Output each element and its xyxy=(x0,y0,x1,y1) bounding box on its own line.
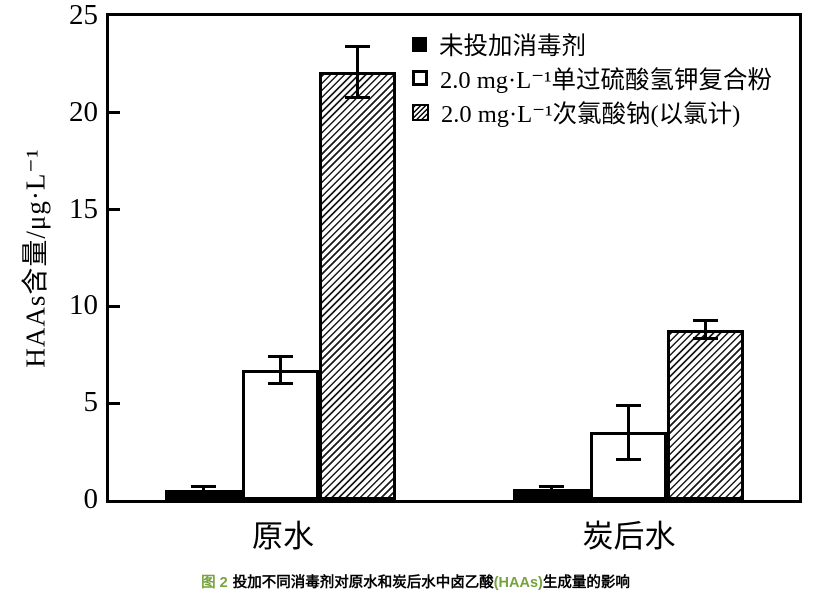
legend-item-potassium-monopersulfate: 2.0 mg·L⁻¹单过硫酸氢钾复合粉 xyxy=(412,62,772,94)
y-axis-tick xyxy=(109,111,120,115)
error-bar-cap xyxy=(191,492,216,496)
error-bar-cap xyxy=(539,490,564,494)
legend-marker-hatched-square-icon xyxy=(412,103,429,121)
error-bar-cap xyxy=(345,45,370,49)
y-tick-label: 10 xyxy=(69,289,98,322)
error-bar-cap xyxy=(693,319,718,323)
error-bar-cap xyxy=(268,355,293,359)
bar-hatched-group2 xyxy=(667,329,744,500)
x-category-label-post-carbon-water: 炭后水 xyxy=(582,519,676,554)
caption-text-tail: 生成量的影响 xyxy=(542,575,630,591)
error-bar-line xyxy=(627,405,630,460)
legend-marker-solid-black-icon xyxy=(412,36,427,52)
y-tick-label: 25 xyxy=(69,0,98,31)
y-axis-title: HAAs含量/μg·L⁻¹ xyxy=(20,148,51,368)
error-bar-cap xyxy=(268,382,293,386)
y-axis-tick xyxy=(109,208,120,212)
legend-label: 2.0 mg·L⁻¹单过硫酸氢钾复合粉 xyxy=(440,66,772,94)
bar-white-group1 xyxy=(242,370,319,500)
caption-text-main: 投加不同消毒剂对原水和炭后水中卤乙酸 xyxy=(232,575,494,591)
y-tick-label: 20 xyxy=(69,95,98,128)
caption-figure-number: 图 2 xyxy=(201,575,228,591)
bar-hatched-group1 xyxy=(319,72,396,500)
error-bar-line xyxy=(356,46,359,98)
error-bar-cap xyxy=(539,484,564,488)
legend-item-sodium-hypochlorite: 2.0 mg·L⁻¹次氯酸钠(以氯计) xyxy=(412,96,772,128)
error-bar-cap xyxy=(191,484,216,488)
error-bar-line xyxy=(202,486,205,495)
y-tick-label: 15 xyxy=(69,192,98,225)
error-bar-line xyxy=(279,356,282,384)
legend: 未投加消毒剂 2.0 mg·L⁻¹单过硫酸氢钾复合粉 2.0 mg·L⁻¹次氯酸… xyxy=(412,28,772,128)
legend-marker-white-square-icon xyxy=(412,70,428,86)
caption-text-highlight: (HAAs) xyxy=(493,575,543,591)
y-axis-tick xyxy=(109,401,120,405)
legend-item-no-disinfectant: 未投加消毒剂 xyxy=(412,28,772,60)
error-bar-cap xyxy=(616,403,641,407)
y-axis-tick xyxy=(109,304,120,308)
plot-frame xyxy=(106,13,802,503)
error-bar-line xyxy=(550,486,553,493)
legend-label: 2.0 mg·L⁻¹次氯酸钠(以氯计) xyxy=(441,100,741,128)
error-bar-cap xyxy=(693,336,718,340)
figure-caption: 图 2 投加不同消毒剂对原水和炭后水中卤乙酸(HAAs)生成量的影响 xyxy=(0,571,831,592)
error-bar-line xyxy=(704,320,707,339)
y-tick-label: 0 xyxy=(83,482,99,515)
x-category-label-raw-water: 原水 xyxy=(252,519,314,554)
y-tick-label: 5 xyxy=(83,386,99,419)
error-bar-cap xyxy=(345,95,370,99)
legend-label: 未投加消毒剂 xyxy=(439,32,586,60)
error-bar-cap xyxy=(616,457,641,461)
plot-area: 未投加消毒剂 2.0 mg·L⁻¹单过硫酸氢钾复合粉 2.0 mg·L⁻¹次氯酸… xyxy=(109,16,799,500)
